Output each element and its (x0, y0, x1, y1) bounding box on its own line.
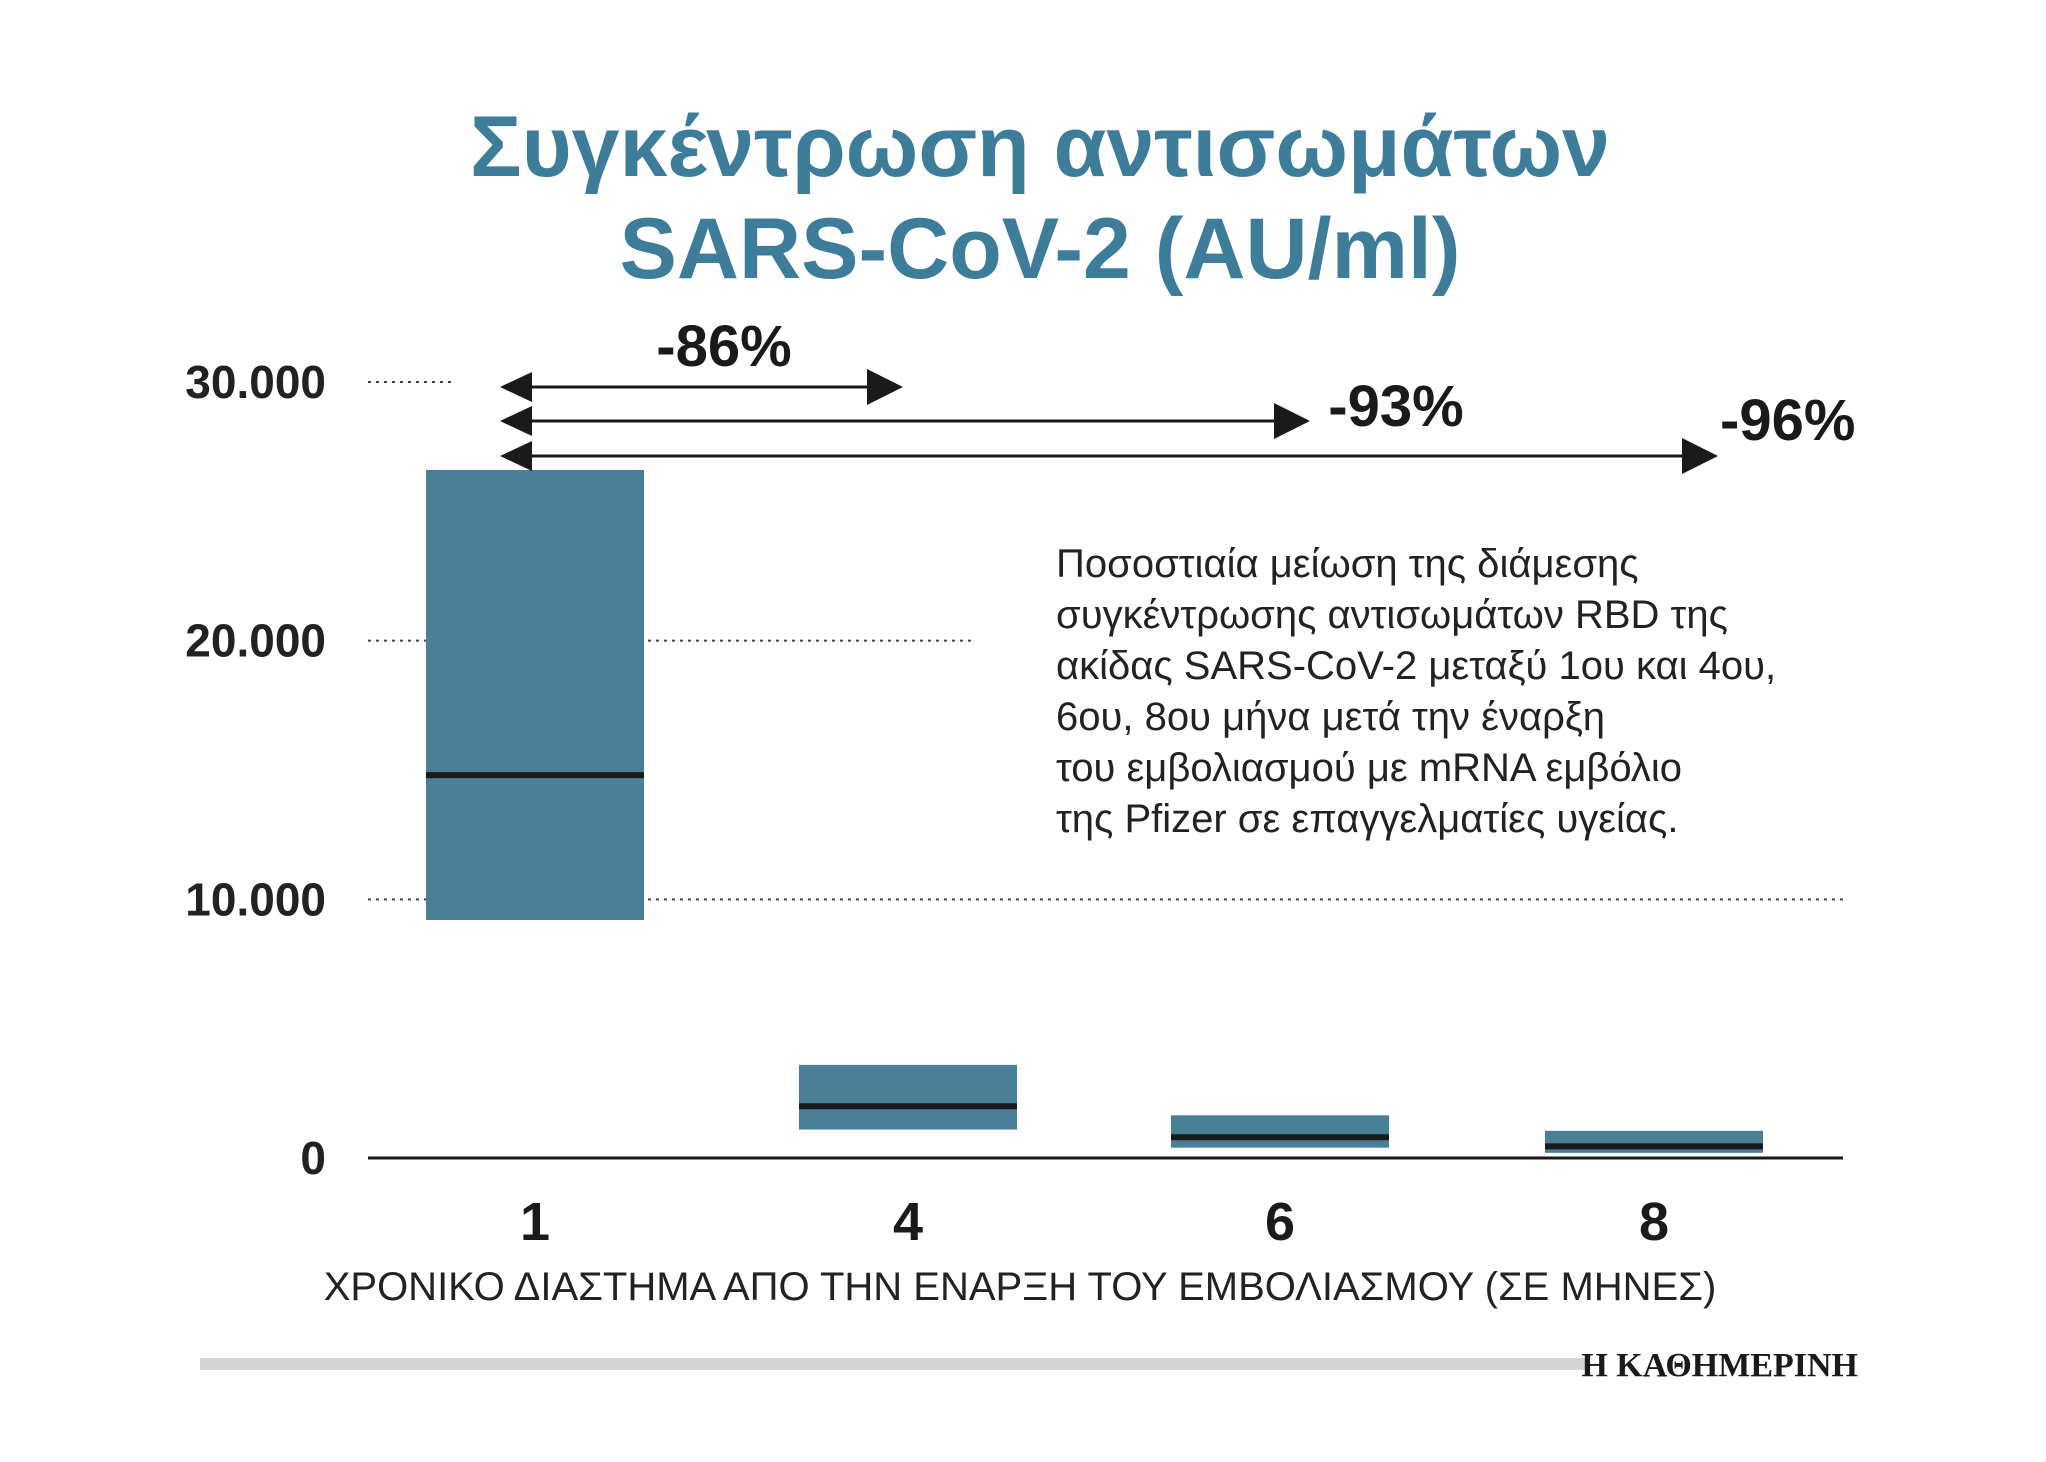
annotation-line: Ποσοστιαία μείωση της διάμεσης (1056, 542, 1639, 586)
chart-title-line-2: SARS-CoV-2 (AU/ml) (620, 201, 1461, 297)
annotation-line: 6ου, 8ου μήνα μετά την έναρξη (1056, 695, 1605, 739)
footer-rule (200, 1358, 1585, 1370)
kathimerini-logo: Η ΚΑΘΗΜΕΡΙΝΗ (1581, 1347, 1858, 1384)
reduction-label-8: -96% (1720, 388, 1855, 453)
y-tick-label: 30.000 (185, 356, 326, 408)
x-axis-ticks: 1 4 6 8 (520, 1192, 1669, 1252)
box-month-4 (799, 1064, 1017, 1130)
y-tick-label: 0 (300, 1132, 326, 1184)
arrow-head-4 (867, 369, 903, 405)
arrow-tail-head (500, 372, 532, 402)
reduction-arrows: -86% -93% -96% (500, 314, 1855, 474)
arrow-tail-head (500, 441, 532, 471)
annotation-line: του εμβολιασμού με mRNA εμβόλιο (1056, 746, 1682, 790)
chart-title-line-1: Συγκέντρωση αντισωμάτων (470, 99, 1610, 195)
annotation-line: συγκέντρωσης αντισωμάτων RBD της (1056, 593, 1728, 637)
annotation-text: Ποσοστιαία μείωση της διάμεσης συγκέντρωσ… (1056, 542, 1776, 841)
box-month-1 (426, 469, 644, 921)
y-tick-label: 20.000 (185, 615, 326, 667)
box-plots (426, 469, 1763, 1153)
x-axis-label: ΧΡΟΝΙΚΟ ΔΙΑΣΤΗΜΑ ΑΠΟ ΤΗΝ ΕΝΑΡΞΗ ΤΟΥ ΕΜΒΟ… (324, 1265, 1717, 1309)
annotation-line: ακίδας SARS-CoV-2 μεταξύ 1ου και 4ου, (1056, 644, 1776, 688)
y-tick-label: 10.000 (185, 873, 326, 925)
arrow-head-8 (1682, 438, 1718, 474)
x-tick-label: 6 (1265, 1192, 1295, 1252)
y-axis-ticks: 0 10.000 20.000 30.000 (185, 356, 326, 1184)
reduction-label-4: -86% (656, 314, 791, 379)
grid-lines (368, 381, 1843, 901)
arrow-tail-head (500, 406, 532, 436)
x-tick-label: 1 (520, 1192, 550, 1252)
box-month-6 (1171, 1115, 1389, 1148)
x-tick-label: 8 (1639, 1192, 1669, 1252)
arrow-head-6 (1274, 403, 1310, 439)
annotation-line: της Pfizer σε επαγγελματίες υγείας. (1056, 797, 1678, 841)
x-tick-label: 4 (893, 1192, 923, 1252)
box-month-8 (1545, 1130, 1763, 1153)
reduction-label-6: -93% (1328, 374, 1463, 439)
